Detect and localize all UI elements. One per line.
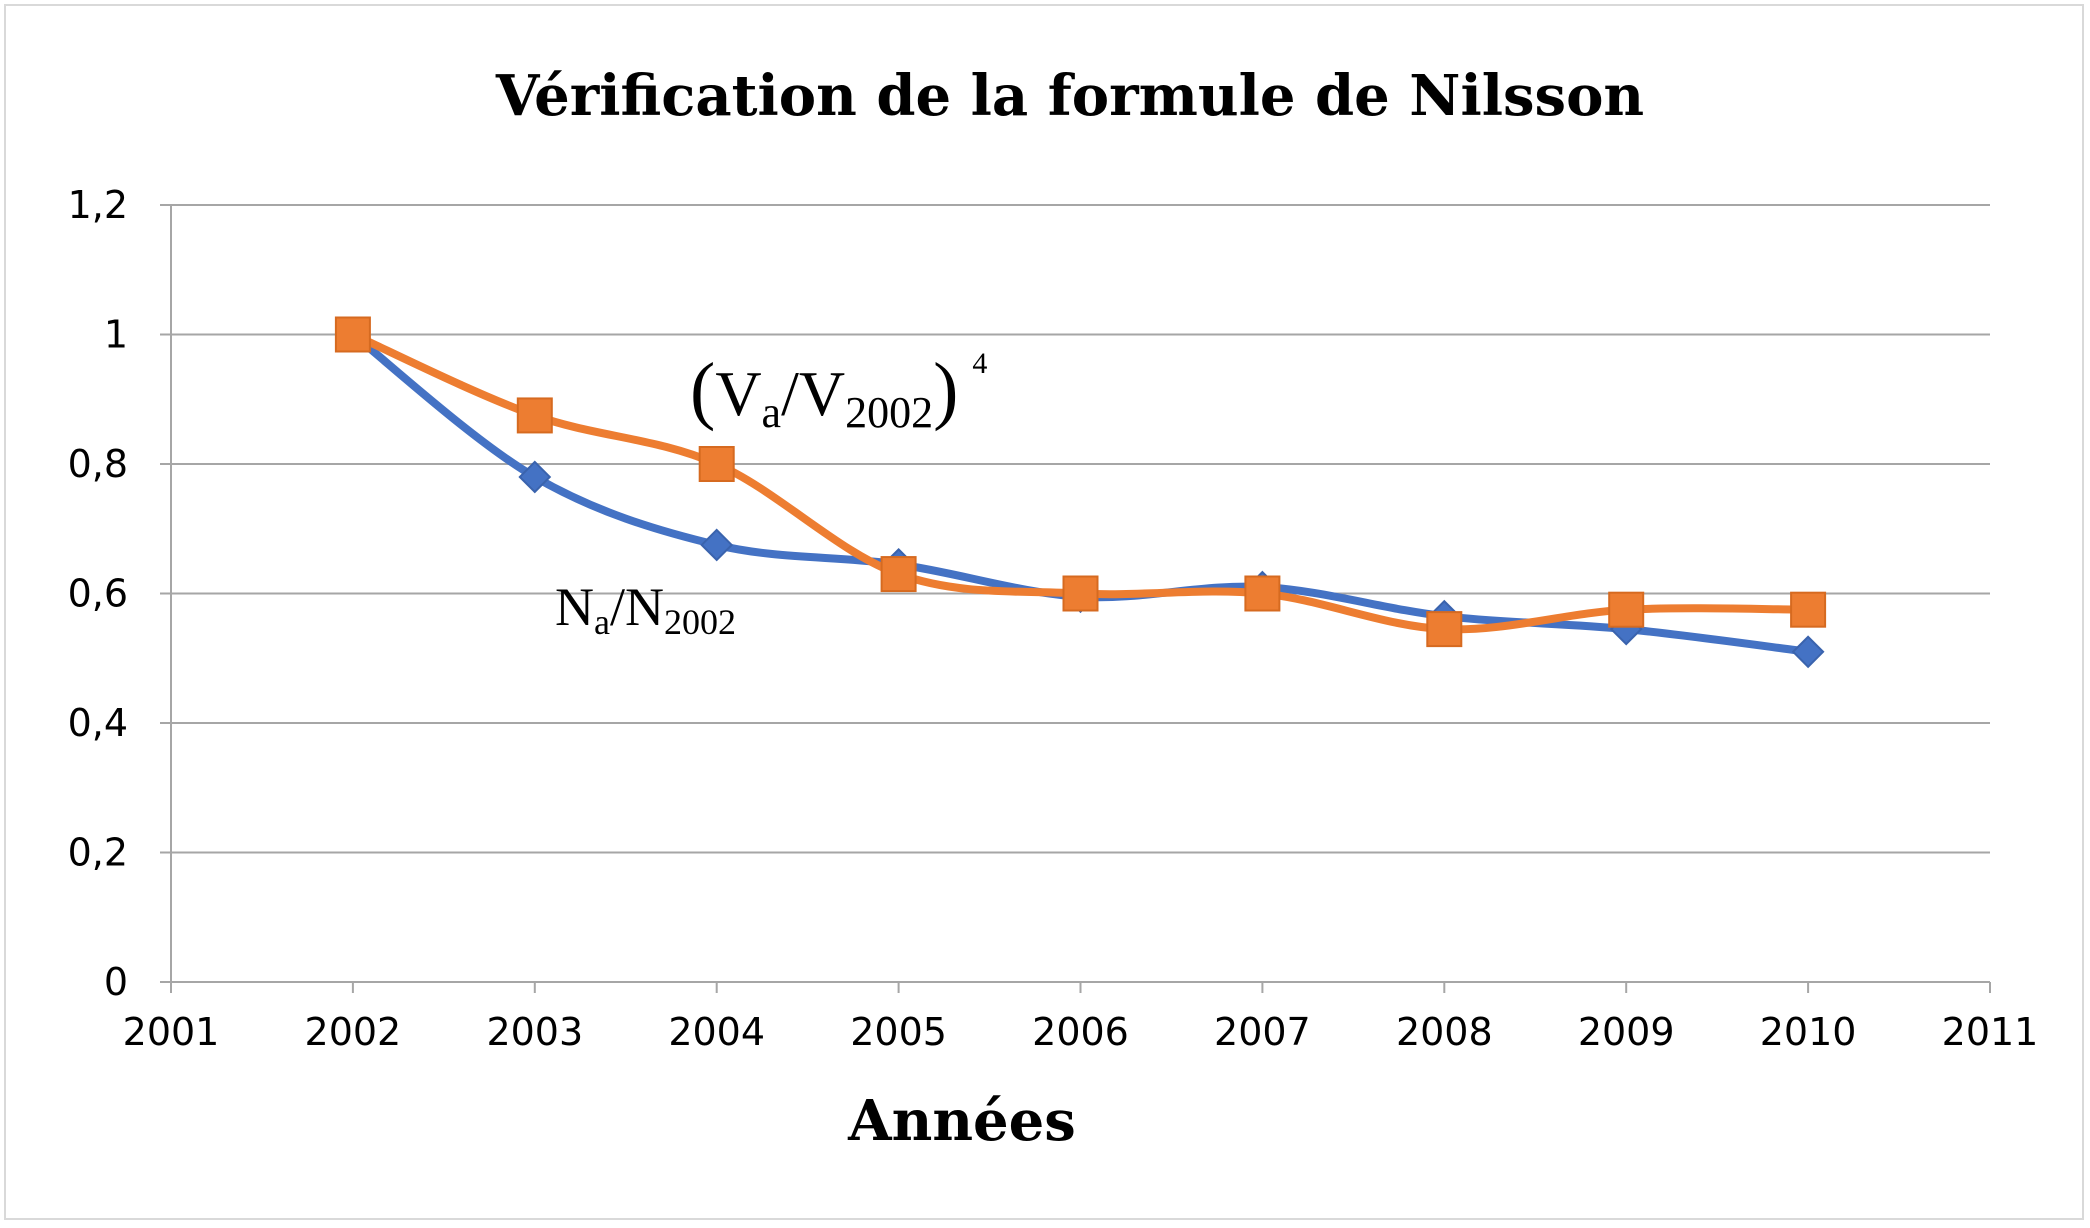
y-tick-labels: 0 0,2 0,4 0,6 0,8 1 1,2 (68, 183, 128, 1004)
y-tick-label: 1 (104, 313, 128, 357)
x-tick-label: 2002 (305, 1010, 402, 1054)
data-point (700, 528, 734, 562)
x-tick-label: 2011 (1942, 1010, 2039, 1054)
x-tick-label: 2003 (486, 1010, 583, 1054)
data-point (334, 316, 371, 353)
x-tick-label: 2001 (123, 1010, 220, 1054)
annotation-orange: (Va/V2002) 4 (690, 347, 987, 437)
data-point (1244, 575, 1281, 612)
y-tick-label: 0,8 (68, 442, 128, 486)
x-tick-labels: 2001 2002 2003 2004 2005 2006 2007 2008 2009 2010… (123, 1010, 2039, 1054)
data-point (1608, 591, 1645, 628)
y-tick-label: 0,4 (68, 701, 128, 745)
y-tick-label: 0,6 (68, 572, 128, 616)
y-tick-label: 1,2 (68, 183, 128, 227)
x-tick-label: 2004 (668, 1010, 765, 1054)
y-tick-label: 0 (104, 960, 128, 1004)
x-tick-label: 2006 (1032, 1010, 1129, 1054)
data-point (1790, 591, 1827, 628)
chart-title: Vérification de la formule de Nilsson (495, 63, 1644, 129)
data-point (1426, 611, 1463, 648)
data-point (698, 446, 735, 482)
data-point (880, 556, 917, 593)
data-point (516, 397, 553, 434)
data-point (1062, 575, 1099, 612)
annotation-blue: Na/N2002 (555, 577, 736, 642)
series-2 (334, 316, 1827, 648)
x-tick-label: 2008 (1396, 1010, 1493, 1054)
y-tick-label: 0,2 (68, 831, 128, 875)
x-tick-label: 2007 (1214, 1010, 1311, 1054)
x-tick-label: 2010 (1760, 1010, 1857, 1054)
data-point (1791, 635, 1825, 669)
data-point (518, 460, 552, 494)
x-tick-label: 2005 (850, 1010, 947, 1054)
x-tick-label: 2009 (1578, 1010, 1675, 1054)
x-axis-label: Années (847, 1088, 1076, 1154)
axes (170, 205, 1991, 993)
series-group (334, 316, 1827, 669)
